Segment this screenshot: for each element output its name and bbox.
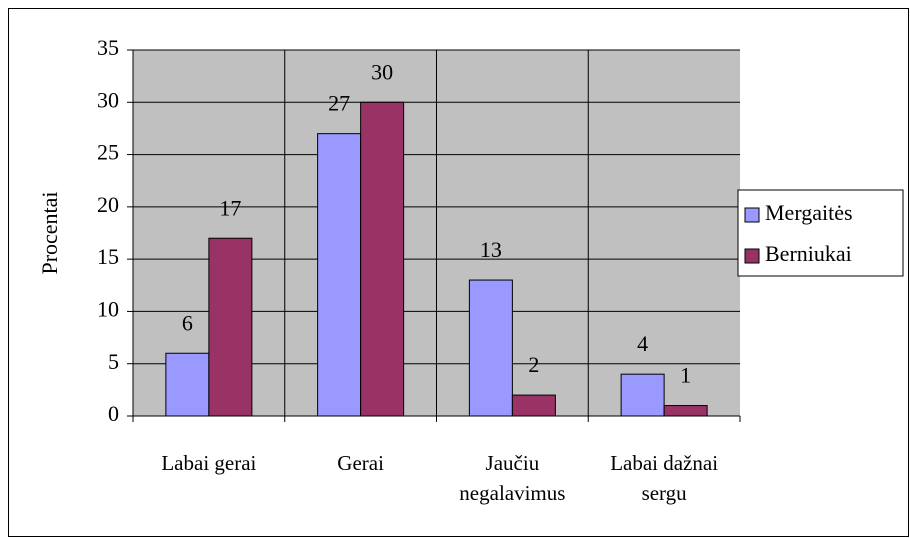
x-tick-label: Gerai bbox=[337, 451, 384, 475]
value-label: 30 bbox=[371, 59, 393, 84]
y-tick-label: 0 bbox=[108, 401, 119, 426]
bar bbox=[165, 352, 210, 417]
x-tick-label: Labai gerai bbox=[161, 451, 257, 475]
value-label: 27 bbox=[328, 91, 350, 116]
value-label: 2 bbox=[528, 352, 539, 377]
y-tick-label: 15 bbox=[97, 244, 119, 269]
bar bbox=[663, 405, 708, 417]
bar bbox=[360, 101, 405, 417]
value-label: 13 bbox=[480, 237, 502, 262]
value-label: 1 bbox=[680, 363, 691, 388]
bar bbox=[317, 133, 362, 417]
y-axis-label: Procentai bbox=[37, 191, 62, 274]
y-tick-label: 20 bbox=[97, 192, 119, 217]
value-label: 4 bbox=[637, 331, 648, 356]
legend-box bbox=[737, 189, 904, 277]
bar bbox=[468, 279, 513, 417]
bar bbox=[208, 237, 253, 417]
legend-swatch bbox=[744, 248, 760, 264]
legend-swatch bbox=[744, 207, 760, 223]
x-tick-label: Labai dažnai sergu bbox=[610, 451, 719, 505]
y-tick-label: 25 bbox=[97, 140, 119, 165]
value-label: 6 bbox=[182, 310, 193, 335]
value-label: 17 bbox=[219, 195, 241, 220]
legend-label: Mergaitės bbox=[765, 200, 853, 225]
y-tick-label: 30 bbox=[97, 87, 119, 112]
y-tick-label: 10 bbox=[97, 296, 119, 321]
x-tick-label: Jaučiu negalavimus bbox=[459, 451, 566, 505]
y-tick-label: 5 bbox=[108, 349, 119, 374]
legend-label: Berniukai bbox=[765, 241, 852, 266]
y-tick-label: 35 bbox=[97, 35, 119, 60]
bar bbox=[620, 373, 665, 417]
bar bbox=[511, 394, 556, 417]
